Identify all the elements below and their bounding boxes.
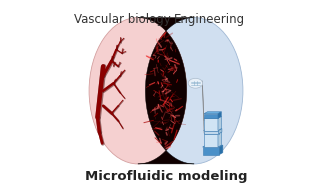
Polygon shape: [204, 132, 221, 134]
Ellipse shape: [145, 18, 243, 164]
Polygon shape: [204, 131, 218, 134]
Polygon shape: [204, 112, 221, 114]
Polygon shape: [204, 116, 221, 118]
Polygon shape: [204, 129, 222, 131]
Polygon shape: [204, 118, 218, 131]
Polygon shape: [218, 132, 221, 147]
Ellipse shape: [188, 78, 203, 88]
Ellipse shape: [89, 18, 187, 164]
Polygon shape: [218, 129, 222, 134]
Text: Engineering: Engineering: [174, 13, 245, 26]
Polygon shape: [204, 114, 218, 118]
Polygon shape: [219, 145, 223, 155]
Polygon shape: [218, 112, 221, 118]
Text: Microfluidic modeling: Microfluidic modeling: [85, 170, 247, 183]
Polygon shape: [204, 134, 218, 147]
Polygon shape: [138, 18, 194, 164]
Polygon shape: [203, 145, 223, 147]
Polygon shape: [218, 116, 221, 131]
Text: Vascular biology: Vascular biology: [74, 13, 171, 26]
Polygon shape: [203, 147, 219, 155]
